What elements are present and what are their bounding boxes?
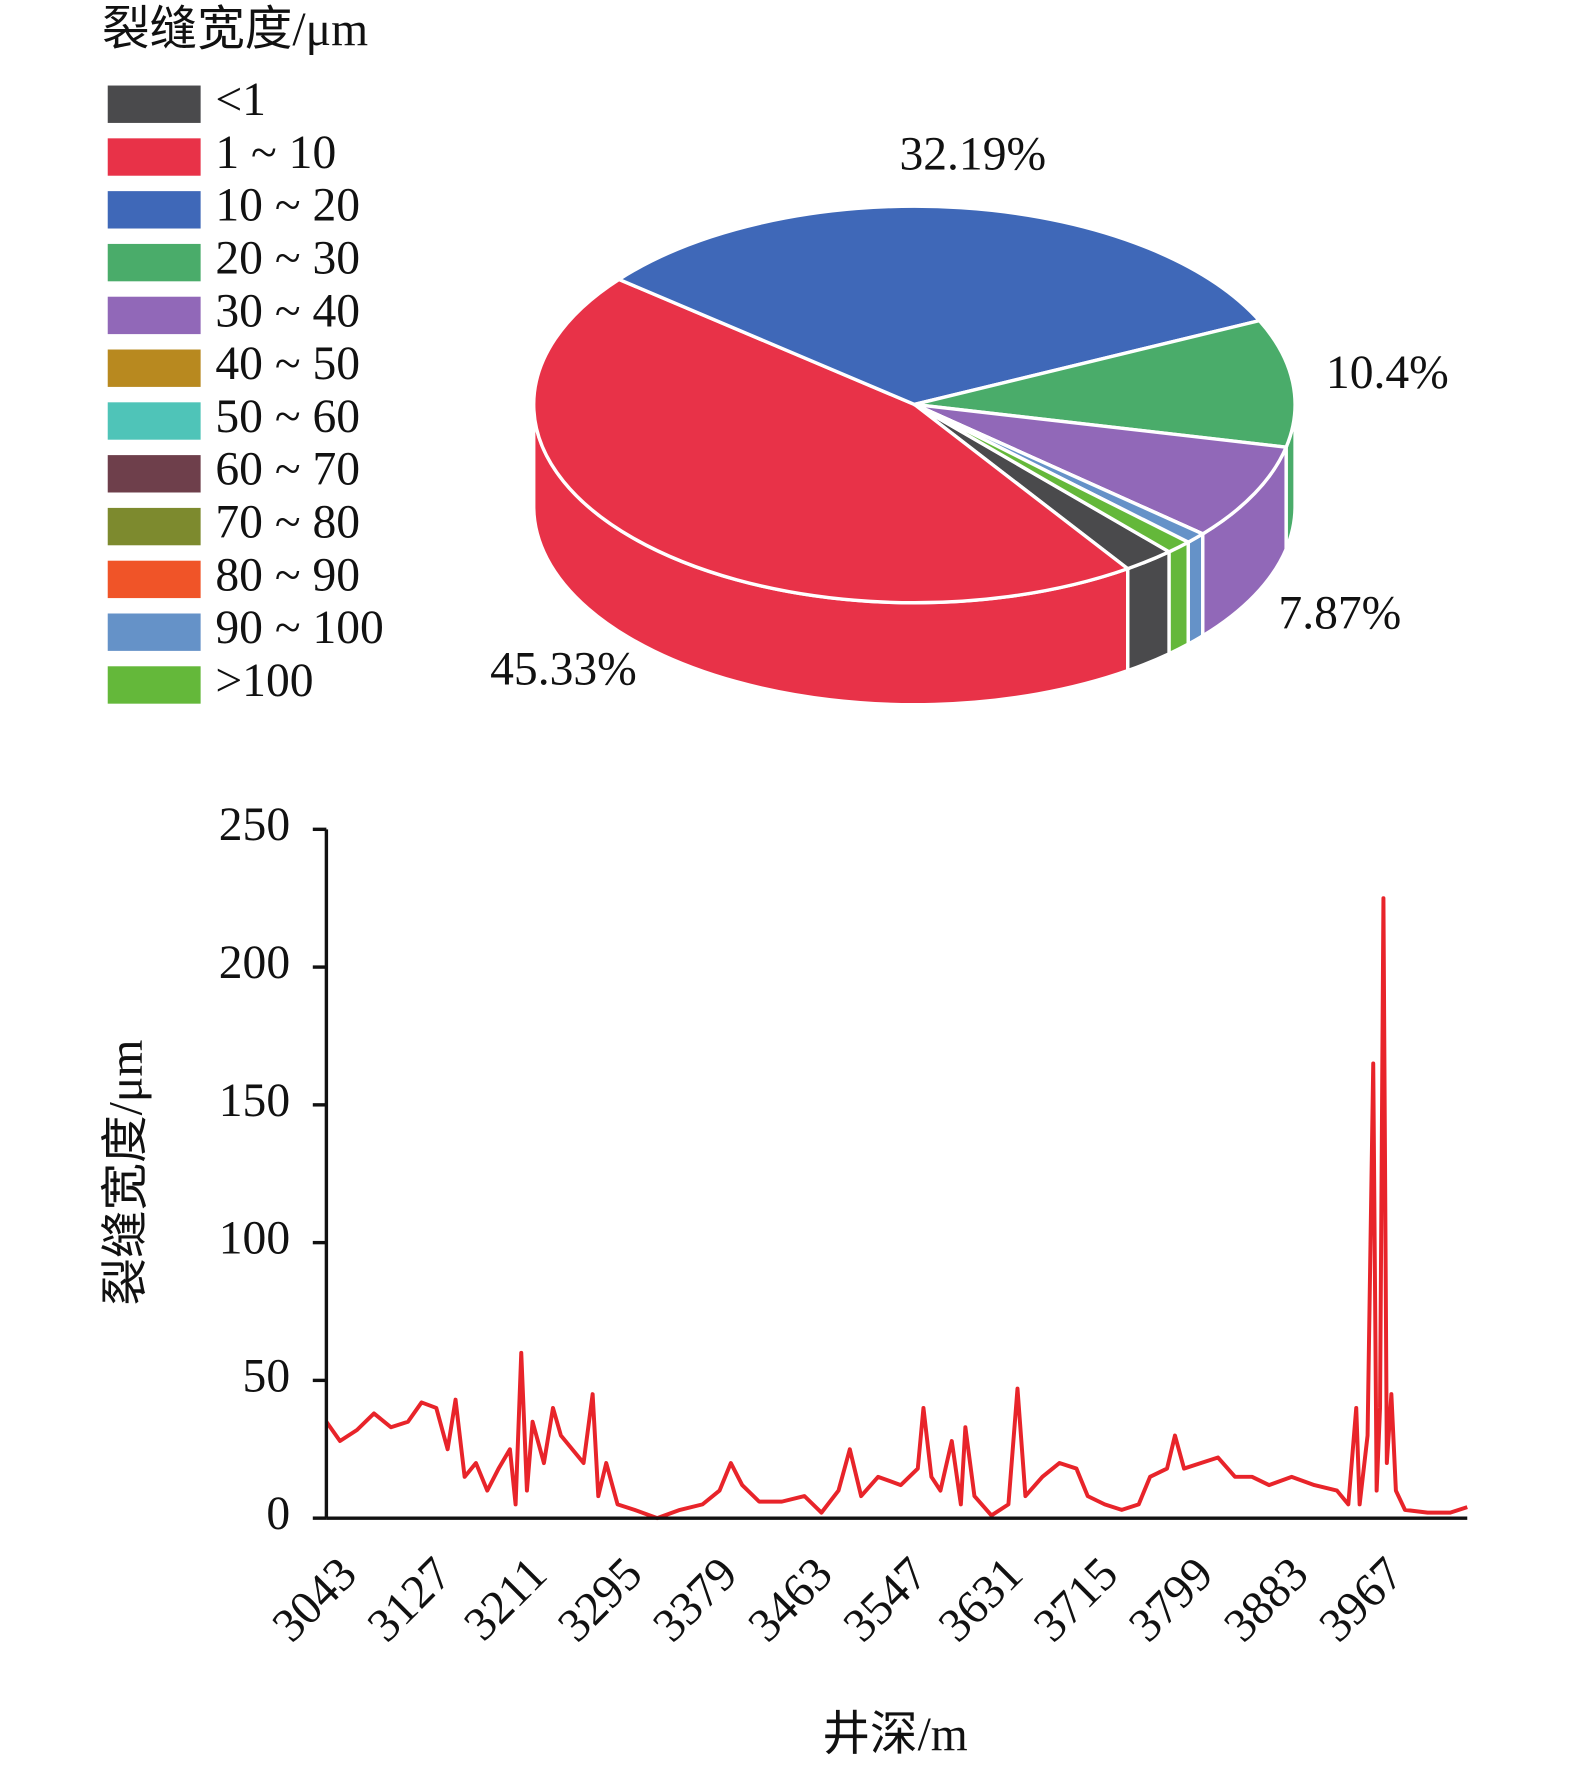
legend-swatch: [107, 560, 201, 599]
legend-swatch: [107, 191, 201, 229]
legend-swatch: [107, 402, 201, 440]
pie-side: [1167, 539, 1190, 657]
x-tick-label: 3211: [454, 1548, 557, 1651]
legend-label: 1 ~ 10: [215, 127, 336, 179]
legend-label: 50 ~ 60: [215, 391, 360, 443]
legend-swatch: [107, 666, 201, 704]
x-tick-label: 3379: [643, 1548, 747, 1652]
x-tick-label: 3127: [358, 1548, 462, 1652]
legend-label: 10 ~ 20: [215, 180, 360, 232]
legend-label: 90 ~ 100: [215, 602, 383, 654]
legend-swatch: [107, 455, 201, 493]
x-tick-label: 3631: [929, 1548, 1033, 1652]
pie-side: [1186, 530, 1205, 648]
legend-label: 20 ~ 30: [215, 233, 360, 285]
pie-slice: [615, 204, 1263, 407]
legend-swatch: [107, 138, 201, 176]
x-tick-label: 3715: [1024, 1548, 1128, 1652]
x-tick-label: 3043: [263, 1548, 367, 1652]
x-tick-label: 3799: [1119, 1548, 1223, 1652]
y-tick-label: 0: [266, 1488, 290, 1540]
legend-title: 裂缝宽度/μm: [102, 4, 368, 56]
x-tick-label: 3883: [1214, 1548, 1318, 1652]
legend-swatch: [107, 349, 201, 387]
y-tick-label: 100: [219, 1213, 290, 1265]
legend-swatch: [107, 507, 201, 546]
data-line: [324, 896, 1468, 1521]
y-tick-label: 250: [219, 799, 290, 851]
legend-label: 80 ~ 90: [215, 549, 360, 601]
legend-label: <1: [215, 74, 266, 126]
legend-label: 60 ~ 70: [215, 444, 360, 496]
legend-swatch: [107, 85, 201, 123]
x-axis-label: 井深/m: [822, 1709, 967, 1761]
data-label: 10.4%: [1326, 347, 1449, 399]
data-label: 32.19%: [899, 128, 1046, 180]
x-tick-label: 3463: [739, 1548, 843, 1652]
legend-label: 40 ~ 50: [215, 338, 360, 390]
legend-label: 70 ~ 80: [215, 497, 360, 549]
pie-slice: [913, 318, 1297, 449]
pie-slice: [913, 402, 1192, 554]
x-tick-label: 3547: [834, 1548, 938, 1652]
legend-label: >100: [215, 655, 313, 707]
y-tick-label: 150: [219, 1075, 290, 1127]
data-label: 45.33%: [490, 644, 637, 696]
pie-side: [1126, 549, 1171, 674]
legend-swatch: [107, 613, 201, 651]
y-tick-label: 200: [219, 937, 290, 989]
legend-label: 30 ~ 40: [215, 285, 360, 337]
y-axis-label: 裂缝宽度/μm: [100, 1040, 152, 1306]
y-tick-label: 50: [243, 1350, 291, 1402]
x-tick-label: 3967: [1310, 1548, 1414, 1652]
legend-swatch: [107, 296, 201, 335]
data-label: 7.87%: [1278, 587, 1401, 639]
pie-slice: [532, 277, 1132, 605]
x-tick-label: 3295: [548, 1548, 652, 1652]
legend-swatch: [107, 243, 201, 282]
pie-slice: [913, 402, 1289, 536]
